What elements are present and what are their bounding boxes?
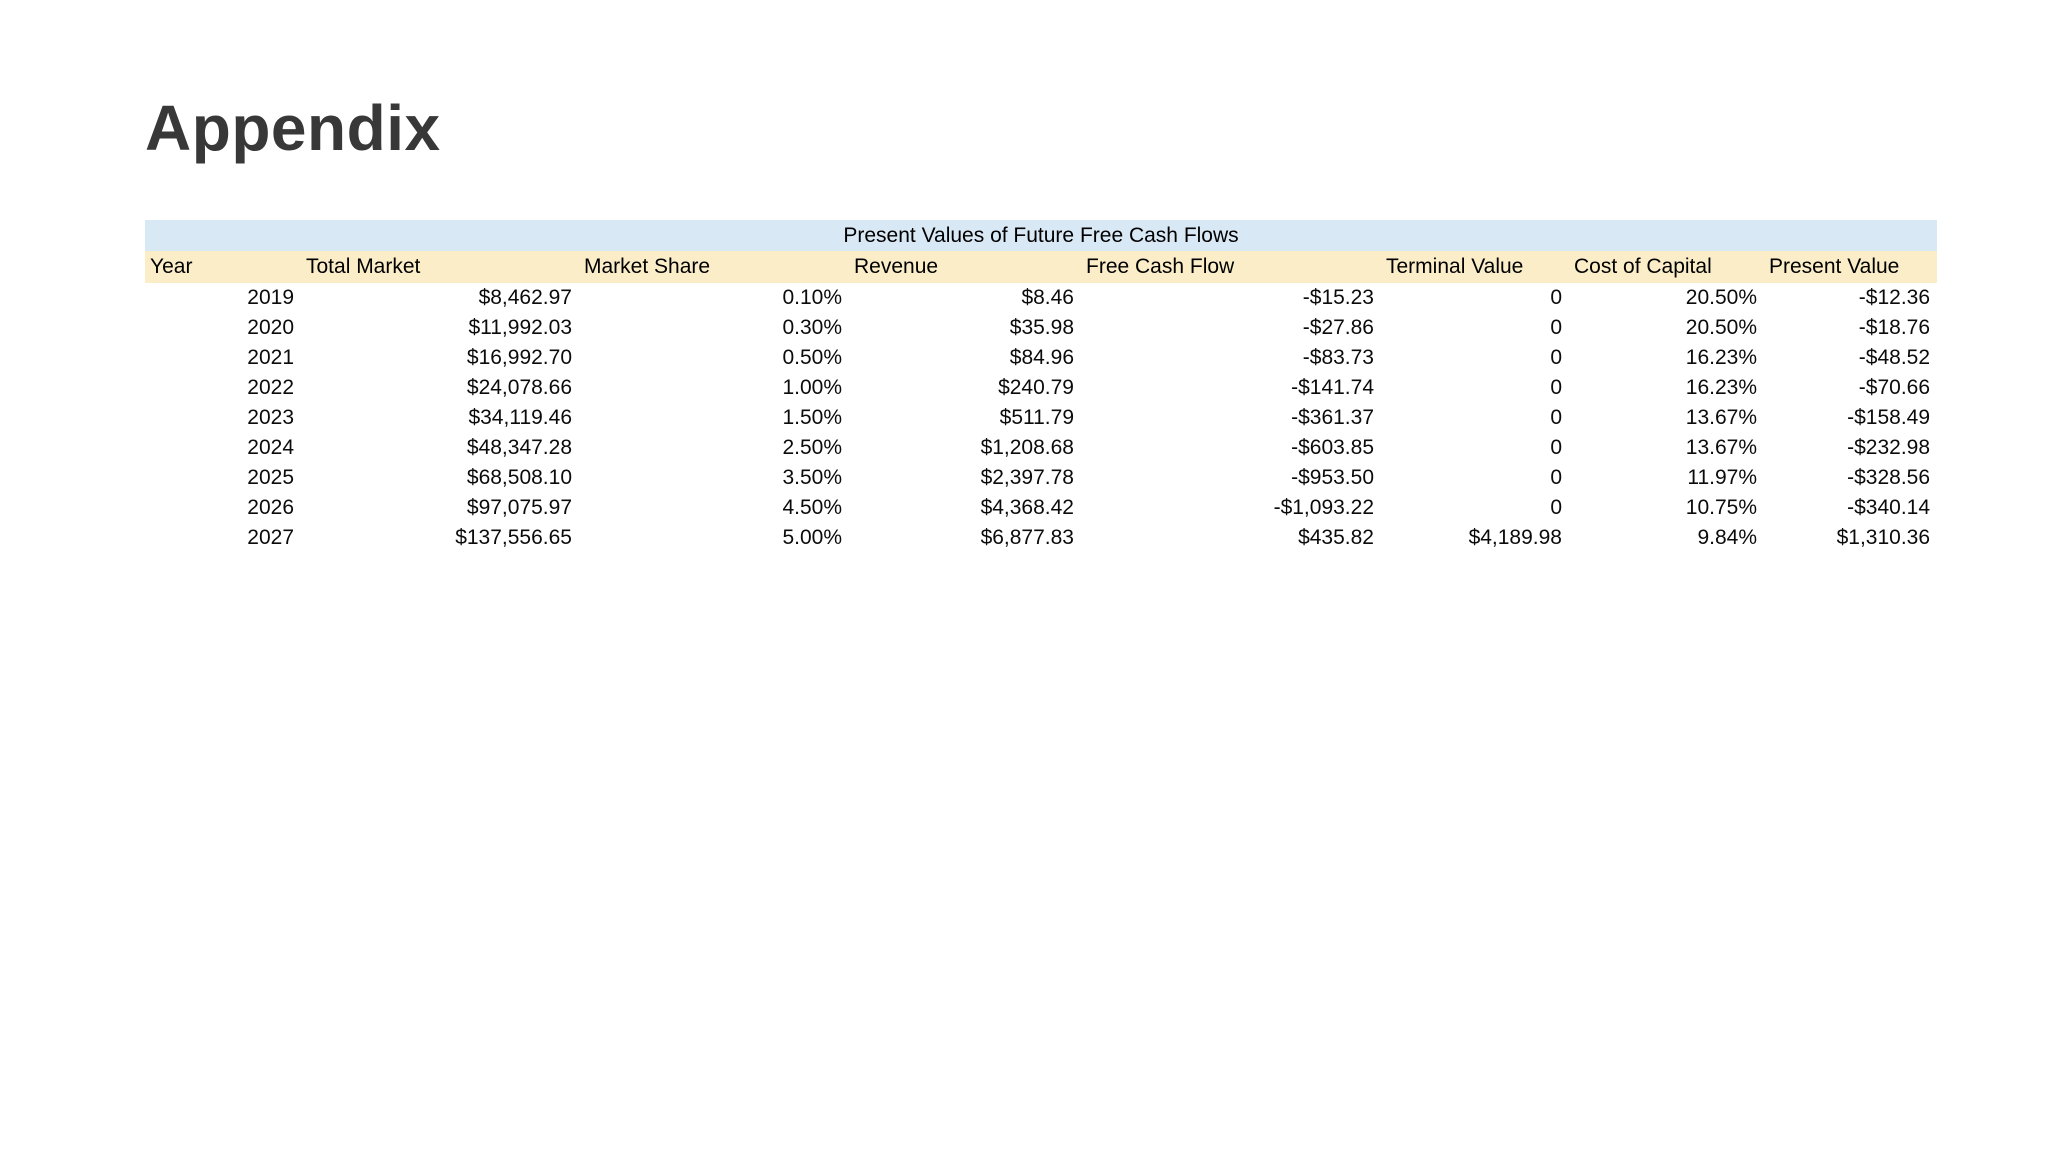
column-header-cost-of-capital: Cost of Capital [1569, 251, 1764, 283]
cell-cost-of-capital: 20.50% [1685, 316, 1757, 339]
cell-cost-of-capital: 13.67% [1685, 406, 1757, 429]
cell-market-share: 1.00% [782, 376, 842, 399]
cell-year: 2026 [247, 496, 294, 519]
cell-revenue: $2,397.78 [980, 466, 1074, 489]
column-header-free-cash-flow: Free Cash Flow [1081, 251, 1381, 283]
cell-revenue: $35.98 [1009, 316, 1074, 339]
cell-revenue: $1,208.68 [980, 436, 1074, 459]
cell-free-cash-flow: $435.82 [1298, 526, 1374, 549]
cash-flow-table: Present Values of Future Free Cash Flows… [145, 220, 1938, 553]
cell-total-market: $11,992.03 [468, 316, 572, 339]
cell-market-share: 1.50% [782, 406, 842, 429]
column-header-revenue: Revenue [849, 251, 1081, 283]
cell-free-cash-flow: -$15.23 [1302, 286, 1374, 309]
cell-terminal-value: 0 [1550, 316, 1562, 339]
cell-free-cash-flow: -$361.37 [1291, 406, 1374, 429]
cell-present-value: -$12.36 [1858, 286, 1931, 309]
column-header-market-share: Market Share [579, 251, 849, 283]
table-row: 2019 $8,462.97 0.10% $8.46 -$15.23 0 20.50% -$1… [145, 283, 1937, 313]
cell-total-market: $24,078.66 [466, 376, 572, 399]
cell-cost-of-capital: 16.23% [1685, 346, 1757, 369]
cell-total-market: $68,508.10 [466, 466, 572, 489]
cell-free-cash-flow: -$953.50 [1291, 466, 1374, 489]
cell-present-value: -$70.66 [1858, 376, 1931, 399]
column-header-row: Year Total Market Market Share Revenue F… [145, 251, 1938, 283]
cell-revenue: $511.79 [999, 406, 1074, 429]
cell-year: 2022 [247, 376, 294, 399]
cell-present-value: -$340.14 [1847, 496, 1931, 519]
cell-total-market: $97,075.97 [466, 496, 572, 519]
cell-market-share: 0.30% [782, 316, 842, 339]
cell-terminal-value: 0 [1550, 346, 1562, 369]
cell-terminal-value: 0 [1550, 496, 1562, 519]
table-row: 2023 $34,119.46 1.50% $511.79 -$361.37 0 13.67… [145, 403, 1937, 433]
cell-year: 2023 [247, 406, 294, 429]
cell-year: 2019 [247, 286, 294, 309]
cell-cost-of-capital: 9.84% [1697, 526, 1757, 549]
table-row: 2024 $48,347.28 2.50% $1,208.68 -$603.85 0 13.… [145, 433, 1937, 463]
column-header-present-value: Present Value [1764, 251, 1938, 283]
cell-cost-of-capital: 13.67% [1685, 436, 1757, 459]
cell-terminal-value: $4,189.98 [1468, 526, 1562, 549]
cell-free-cash-flow: -$141.74 [1291, 376, 1374, 399]
cell-terminal-value: 0 [1550, 436, 1562, 459]
cell-year: 2021 [247, 346, 294, 369]
cell-free-cash-flow: -$27.86 [1302, 316, 1374, 339]
cell-free-cash-flow: -$603.85 [1291, 436, 1374, 459]
cell-market-share: 5.00% [782, 526, 842, 549]
cell-revenue: $6,877.83 [980, 526, 1074, 549]
cell-total-market: $8,462.97 [478, 286, 572, 309]
cell-total-market: $16,992.70 [466, 346, 572, 369]
cell-total-market: $48,347.28 [466, 436, 572, 459]
column-header-terminal-value: Terminal Value [1381, 251, 1569, 283]
cell-market-share: 4.50% [782, 496, 842, 519]
cell-market-share: 0.10% [782, 286, 842, 309]
cell-total-market: $34,119.46 [468, 406, 572, 429]
table-body: 2019 $8,462.97 0.10% $8.46 -$15.23 0 20.50% -$1… [145, 283, 1937, 553]
table-row: 2021 $16,992.70 0.50% $84.96 -$83.73 0 16.23% -… [145, 343, 1937, 373]
cell-year: 2020 [247, 316, 294, 339]
cell-free-cash-flow: -$83.73 [1302, 346, 1374, 369]
cell-present-value: -$232.98 [1847, 436, 1931, 459]
cell-cost-of-capital: 11.97% [1687, 466, 1757, 489]
cell-present-value: -$48.52 [1858, 346, 1931, 369]
cell-revenue: $240.79 [998, 376, 1074, 399]
cell-total-market: $137,556.65 [455, 526, 572, 549]
table-row: 2025 $68,508.10 3.50% $2,397.78 -$953.50 0 11.… [145, 463, 1937, 493]
cell-cost-of-capital: 16.23% [1685, 376, 1757, 399]
table-row: 2020 $11,992.03 0.30% $35.98 -$27.86 0 20.50% -… [145, 313, 1937, 343]
cell-revenue: $4,368.42 [980, 496, 1074, 519]
cell-terminal-value: 0 [1550, 406, 1562, 429]
cell-year: 2027 [247, 526, 294, 549]
cell-free-cash-flow: -$1,093.22 [1273, 496, 1374, 519]
table-row: 2027 $137,556.65 5.00% $6,877.83 $435.82 $4,1… [145, 523, 1937, 553]
column-header-year: Year [145, 251, 301, 283]
page-title: Appendix [145, 92, 441, 164]
cell-terminal-value: 0 [1550, 286, 1562, 309]
cell-year: 2025 [247, 466, 294, 489]
cell-year: 2024 [247, 436, 294, 459]
cell-revenue: $8.46 [1021, 286, 1074, 309]
table-title: Present Values of Future Free Cash Flows [145, 220, 1938, 251]
table-title-row: Present Values of Future Free Cash Flows [145, 220, 1938, 251]
cell-present-value: -$158.49 [1847, 406, 1931, 429]
cell-terminal-value: 0 [1550, 376, 1562, 399]
cell-present-value: -$18.76 [1858, 316, 1931, 339]
table-row: 2026 $97,075.97 4.50% $4,368.42 -$1,093.22 0 1… [145, 493, 1937, 523]
cell-market-share: 2.50% [782, 436, 842, 459]
cell-revenue: $84.96 [1009, 346, 1074, 369]
cell-present-value: -$328.56 [1847, 466, 1931, 489]
cell-cost-of-capital: 20.50% [1685, 286, 1757, 309]
cell-terminal-value: 0 [1550, 466, 1562, 489]
cell-present-value: $1,310.36 [1836, 526, 1931, 549]
cell-cost-of-capital: 10.75% [1685, 496, 1757, 519]
cell-market-share: 0.50% [782, 346, 842, 369]
column-header-total-market: Total Market [301, 251, 579, 283]
table-row: 2022 $24,078.66 1.00% $240.79 -$141.74 0 16.23… [145, 373, 1937, 403]
cell-market-share: 3.50% [782, 466, 842, 489]
